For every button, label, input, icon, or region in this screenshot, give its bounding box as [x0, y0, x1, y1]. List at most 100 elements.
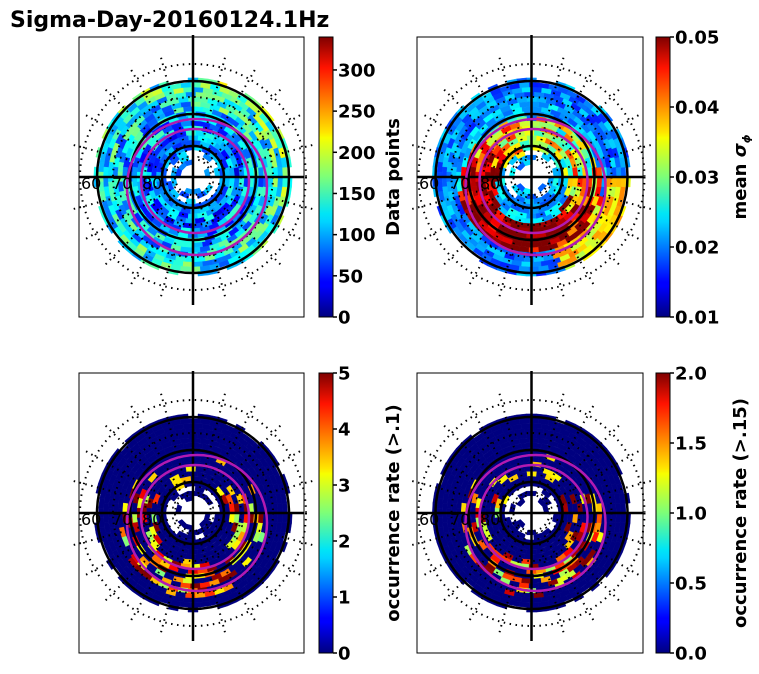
lat-label: 60: [419, 174, 439, 193]
heatmap-cell: [441, 166, 448, 178]
mlt-gridline: [158, 532, 189, 637]
heatmap-cell: [610, 176, 617, 188]
mlt-gridline: [544, 190, 623, 269]
heatmap-cell: [521, 597, 532, 603]
mlt-gridline: [81, 448, 177, 504]
mlt-gridline: [206, 190, 285, 269]
heatmap-cell: [192, 423, 204, 429]
colorbar-tick-label: 100: [338, 225, 376, 246]
lat-label: 80: [142, 174, 162, 193]
heatmap-cell: [192, 106, 204, 113]
heatmap-cell: [518, 601, 530, 608]
heatmap-cell: [192, 577, 204, 584]
mlt-gridline: [202, 193, 258, 289]
heatmap-cell: [182, 442, 194, 449]
heatmap-cell: [615, 176, 622, 188]
heatmap-cell: [531, 261, 542, 267]
mlt-gridline: [197, 532, 228, 637]
mlt-gridline: [544, 85, 623, 164]
mlt-gridline: [497, 389, 528, 494]
colorbar-tick-label: 3: [338, 476, 351, 497]
heatmap-cell: [131, 512, 138, 524]
colorbar: [318, 372, 334, 654]
lat-label: 60: [81, 510, 101, 529]
mlt-gridline: [548, 186, 643, 242]
heatmap-cell: [531, 577, 542, 584]
heatmap-cell: [518, 82, 530, 89]
mlt-gridline: [497, 196, 528, 301]
colorbar-tick-label: 0.02: [675, 238, 719, 259]
mlt-gridline: [158, 196, 189, 301]
heatmap-cell: [515, 161, 526, 171]
colorbar-tick-label: 2.0: [675, 364, 707, 385]
heatmap-cell: [470, 176, 477, 188]
heatmap-cell: [441, 502, 448, 514]
mlt-gridline: [69, 181, 174, 212]
heatmap-cell: [537, 497, 548, 507]
heatmap-cell: [277, 502, 283, 514]
mlt-gridline: [535, 389, 566, 494]
heatmap-cell: [180, 418, 191, 425]
mlt-gridline: [212, 478, 317, 509]
mlt-gridline: [535, 532, 566, 637]
mlt-gridline: [206, 85, 285, 164]
heatmap-cell: [103, 502, 109, 514]
heatmap-cell: [182, 87, 194, 93]
heatmap-cell: [192, 261, 204, 267]
heatmap-cell: [596, 166, 603, 178]
lat-label: 80: [480, 510, 500, 529]
heatmap-cell: [610, 512, 617, 524]
mlt-gridline: [209, 522, 305, 578]
colorbar-tick-label: 4: [338, 420, 351, 441]
mlt-gridline: [550, 517, 656, 548]
heatmap-cell: [281, 176, 288, 188]
heatmap-cell: [277, 166, 283, 178]
heatmap-cell: [257, 512, 264, 524]
heatmap-cell: [531, 442, 542, 449]
heatmap-cell: [103, 166, 109, 178]
heatmap-cell: [615, 502, 622, 514]
colorbar-tick-label: 150: [338, 184, 376, 205]
mlt-gridline: [206, 526, 285, 605]
heatmap-cell: [103, 176, 109, 188]
mlt-gridline: [69, 478, 174, 509]
heatmap-cell: [441, 176, 448, 188]
heatmap-cell: [596, 502, 603, 514]
mlt-gridline: [101, 85, 180, 164]
heatmap-cell: [531, 106, 542, 113]
heatmap-cell: [518, 265, 530, 272]
colorbar-tick-label: 0.05: [675, 28, 719, 49]
heatmap-cell: [272, 512, 279, 524]
colorbar-tick-label: 1: [338, 588, 351, 609]
lat-label: 80: [142, 510, 162, 529]
mlt-gridline: [209, 448, 305, 504]
colorbar: [318, 36, 334, 318]
heatmap-cell: [257, 176, 264, 188]
mlt-gridline: [212, 181, 317, 212]
lat-label: 60: [419, 510, 439, 529]
colorbar-tick-label: 0.5: [675, 574, 707, 595]
heatmap-cell: [541, 152, 552, 163]
mlt-gridline: [206, 421, 285, 500]
mlt-gridline: [81, 186, 177, 242]
lat-label: 70: [450, 174, 470, 193]
mlt-gridline: [544, 526, 623, 605]
heatmap-cell: [182, 222, 194, 229]
colorbar-tick-label: 50: [338, 266, 363, 287]
heatmap-cell: [169, 188, 180, 200]
mlt-gridline: [81, 522, 177, 578]
lat-label: 60: [81, 174, 101, 193]
mlt-gridline: [407, 478, 513, 509]
heatmap-cell: [521, 241, 532, 248]
heatmap-cell: [605, 512, 612, 524]
mlt-gridline: [202, 401, 258, 497]
heatmap-cell: [267, 512, 274, 524]
lat-label: 70: [112, 510, 132, 529]
heatmap-cell: [620, 512, 627, 524]
colorbar-tick-label: 1.5: [675, 434, 707, 455]
mlt-gridline: [466, 401, 523, 497]
heatmap-cell: [521, 87, 532, 93]
mlt-gridline: [540, 65, 597, 161]
mlt-gridline: [420, 112, 515, 168]
